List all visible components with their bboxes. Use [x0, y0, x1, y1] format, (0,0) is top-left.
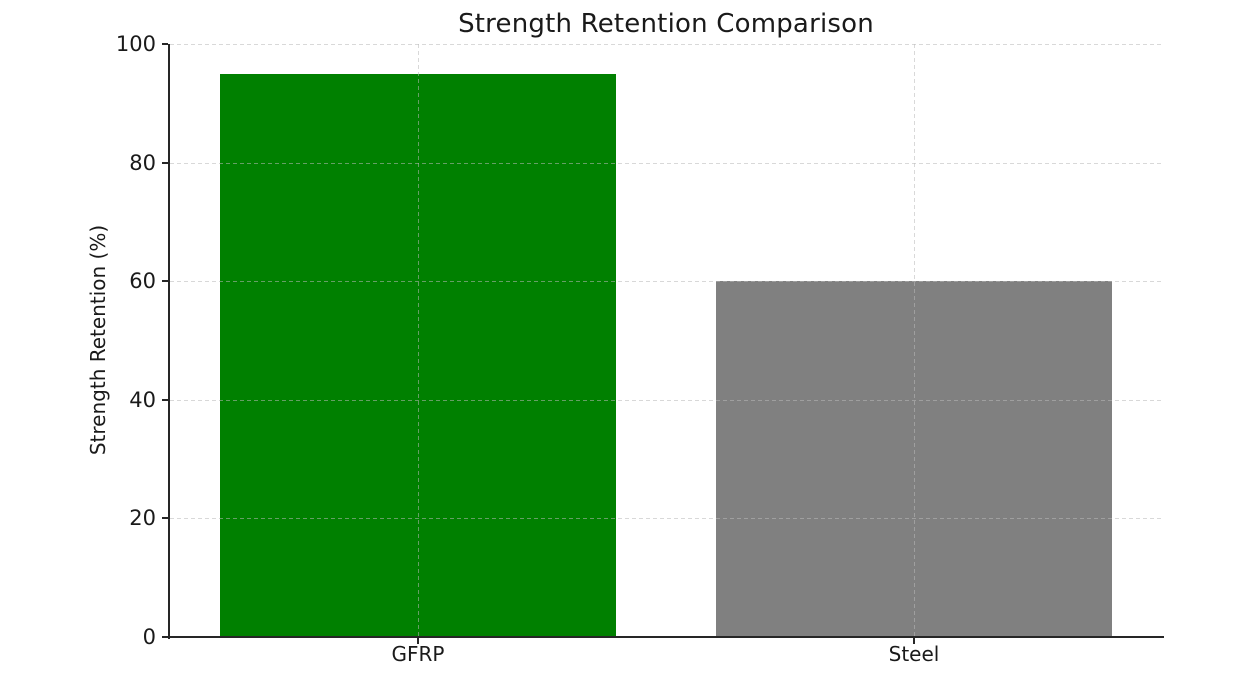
y-axis-label: Strength Retention (%) — [86, 224, 110, 456]
y-tick-label: 0 — [142, 625, 156, 649]
y-tick-label: 40 — [129, 387, 156, 412]
y-tick-mark — [162, 161, 168, 164]
y-tick-mark — [162, 43, 168, 45]
y-tick-label: 60 — [129, 269, 156, 294]
y-tick-label: 80 — [129, 150, 156, 175]
gridline-vertical — [914, 44, 915, 637]
x-tick-mark — [417, 638, 419, 644]
y-tick-mark — [162, 280, 168, 283]
y-tick-mark — [162, 517, 168, 520]
x-tick-label: Steel — [888, 642, 940, 666]
plot-area — [170, 44, 1162, 637]
bar-gfrp — [219, 73, 617, 637]
y-tick-mark — [162, 636, 168, 638]
gridline-horizontal — [170, 281, 1162, 283]
gridline-horizontal — [170, 162, 1162, 164]
gridline-horizontal — [170, 518, 1162, 520]
y-tick-label: 20 — [129, 506, 156, 531]
bar-steel — [715, 281, 1113, 637]
y-tick-label: 100 — [115, 32, 156, 56]
y-axis-spine — [168, 44, 170, 639]
gridline-horizontal — [170, 399, 1162, 401]
x-axis-spine — [168, 636, 1164, 638]
gridline-horizontal — [170, 44, 1162, 45]
y-tick-mark — [162, 398, 168, 401]
chart-title: Strength Retention Comparison — [458, 9, 874, 39]
x-tick-mark — [913, 638, 915, 644]
x-tick-label: GFRP — [391, 642, 445, 666]
gridline-vertical — [418, 44, 419, 637]
